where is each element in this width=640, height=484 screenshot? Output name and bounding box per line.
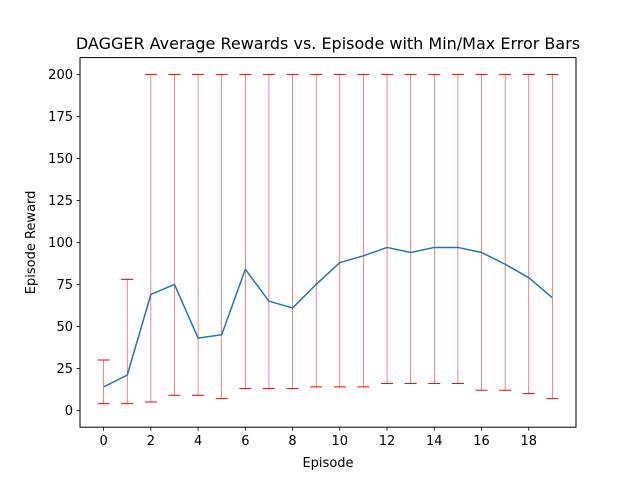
series-line xyxy=(103,246,553,388)
x-axis-label: Episode xyxy=(302,456,353,471)
errorbar xyxy=(286,73,299,390)
x-tick-label: 18 xyxy=(520,434,537,449)
errorbar xyxy=(546,73,559,400)
x-tick-label: 10 xyxy=(332,434,349,449)
errorbars xyxy=(97,73,559,405)
y-axis-label: Episode Reward xyxy=(24,191,39,295)
x-tick-label: 0 xyxy=(99,434,107,449)
errorbar xyxy=(357,73,370,388)
errorbar xyxy=(522,73,535,395)
x-axis-ticks: 0 2 4 6 8 10 12 14 16 18 xyxy=(99,427,537,449)
errorbar xyxy=(451,73,464,385)
y-tick-label: 150 xyxy=(48,152,73,167)
x-tick-label: 16 xyxy=(473,434,490,449)
errorbar xyxy=(404,73,417,385)
y-tick-label: 50 xyxy=(56,320,73,335)
errorbar xyxy=(215,73,228,400)
errorbar xyxy=(192,73,205,396)
y-tick-label: 75 xyxy=(56,278,73,293)
x-tick-label: 12 xyxy=(379,434,396,449)
errorbar xyxy=(428,73,441,385)
errorbar xyxy=(144,73,157,403)
errorbar xyxy=(381,73,394,385)
errorbar xyxy=(168,73,181,396)
y-axis-ticks: 0 25 50 75 100 125 150 175 200 xyxy=(48,68,80,419)
y-tick-label: 200 xyxy=(48,68,73,83)
errorbar xyxy=(499,73,512,391)
errorbar xyxy=(333,73,346,388)
chart-title: DAGGER Average Rewards vs. Episode with … xyxy=(76,34,580,53)
y-tick-label: 125 xyxy=(48,194,73,209)
errorbar xyxy=(475,73,488,391)
y-tick-label: 175 xyxy=(48,110,73,125)
plot-area xyxy=(79,57,577,428)
x-tick-label: 8 xyxy=(288,434,296,449)
x-tick-label: 4 xyxy=(194,434,202,449)
y-tick-label: 100 xyxy=(48,236,73,251)
x-tick-label: 6 xyxy=(241,434,249,449)
errorbar xyxy=(262,73,275,390)
errorbar xyxy=(239,73,252,390)
errorbar xyxy=(310,73,323,388)
errorbar xyxy=(121,278,134,405)
x-tick-label: 2 xyxy=(147,434,155,449)
errorbar xyxy=(97,359,110,405)
y-tick-label: 25 xyxy=(56,362,73,377)
x-tick-label: 14 xyxy=(426,434,443,449)
y-tick-label: 0 xyxy=(65,404,73,419)
